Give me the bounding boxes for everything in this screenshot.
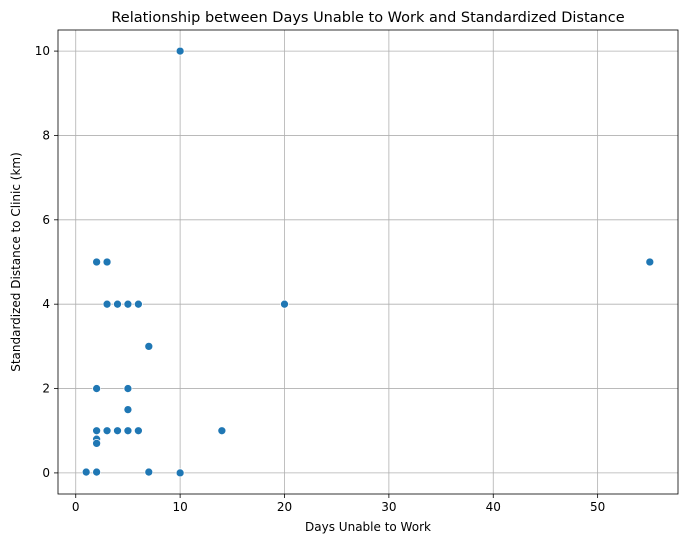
data-point bbox=[645, 257, 655, 267]
data-point bbox=[92, 257, 101, 267]
data-point bbox=[92, 467, 101, 477]
x-tick-label: 30 bbox=[381, 500, 396, 514]
data-point bbox=[134, 426, 143, 436]
data-point bbox=[123, 426, 133, 436]
data-point bbox=[144, 342, 154, 351]
data-point bbox=[217, 426, 227, 436]
data-point bbox=[280, 299, 289, 309]
y-tick-label: 4 bbox=[42, 297, 50, 311]
data-point bbox=[123, 405, 133, 414]
data-point bbox=[102, 426, 112, 436]
data-point bbox=[92, 426, 101, 436]
chart-title: Relationship between Days Unable to Work… bbox=[111, 10, 624, 26]
data-point bbox=[102, 299, 112, 309]
data-point bbox=[175, 468, 185, 478]
data-point bbox=[134, 299, 143, 309]
x-tick-label: 50 bbox=[590, 500, 605, 514]
y-axis-ticks: 0 2 4 6 8 10 bbox=[35, 44, 58, 480]
data-point bbox=[175, 46, 185, 56]
axes bbox=[57, 29, 679, 495]
data-point bbox=[123, 299, 133, 309]
axes-frame bbox=[57, 29, 679, 495]
data-points bbox=[81, 46, 655, 478]
y-tick-label: 10 bbox=[35, 44, 50, 58]
y-axis-label: Standardized Distance to Clinic (km) bbox=[9, 152, 23, 372]
y-tick-label: 6 bbox=[42, 213, 50, 227]
x-tick-label: 40 bbox=[486, 500, 501, 514]
y-tick-label: 2 bbox=[42, 382, 50, 396]
data-point bbox=[113, 426, 122, 436]
data-point bbox=[113, 299, 122, 309]
data-point bbox=[92, 384, 101, 393]
x-tick-label: 0 bbox=[72, 500, 80, 514]
x-tick-label: 20 bbox=[277, 500, 292, 514]
y-tick-label: 8 bbox=[42, 128, 50, 142]
x-axis-ticks: 0 10 20 30 40 50 bbox=[72, 494, 605, 514]
x-axis-label: Days Unable to Work bbox=[305, 520, 431, 534]
data-point bbox=[123, 384, 133, 393]
data-point bbox=[81, 467, 91, 477]
data-point bbox=[92, 439, 101, 448]
grid-lines bbox=[58, 30, 678, 494]
data-point bbox=[102, 257, 112, 267]
data-point bbox=[144, 467, 154, 477]
y-tick-label: 0 bbox=[42, 466, 50, 480]
plot-area bbox=[58, 30, 678, 494]
x-tick-label: 10 bbox=[172, 500, 187, 514]
